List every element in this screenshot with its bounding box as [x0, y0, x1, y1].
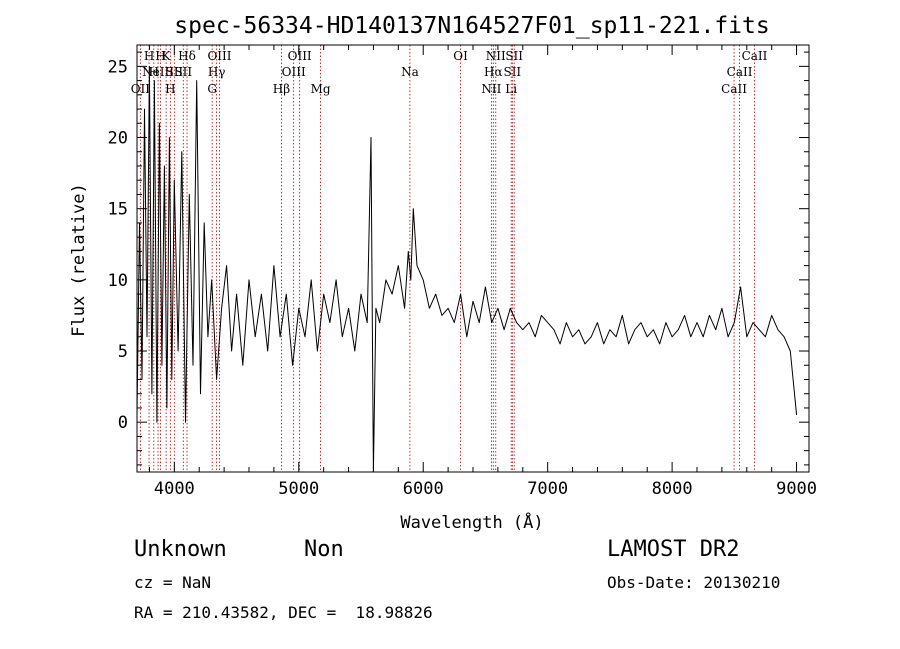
line-label-0: OII	[131, 82, 151, 96]
line-label-2: H	[149, 65, 159, 79]
line-label-12: OIII	[207, 49, 231, 63]
x-tick-label-7000: 7000	[527, 479, 568, 499]
line-label-25: CaII	[721, 82, 747, 96]
line-label-3: NeIII	[142, 65, 174, 79]
line-label-21: NII	[486, 49, 506, 63]
spectral-line-markers: OIIHHNeIIIHKHSIIHδSIIGHγOIIIHβOIIIOIIIMg…	[131, 45, 768, 472]
line-label-1: H	[144, 49, 154, 63]
survey-name: LAMOST DR2	[607, 537, 740, 562]
line-label-16: Mg	[311, 82, 331, 96]
observation-date: Obs-Date: 20130210	[607, 573, 781, 592]
y-tick-label-0: 0	[118, 413, 128, 433]
x-tick-label-9000: 9000	[776, 479, 817, 499]
line-label-14: OIII	[282, 65, 306, 79]
line-label-5: K	[162, 49, 172, 63]
line-label-22: Li	[505, 82, 517, 96]
object-subclass: Non	[304, 537, 344, 562]
object-class: Unknown	[134, 537, 227, 562]
line-label-7: SII	[165, 65, 183, 79]
line-label-19: NII	[481, 82, 501, 96]
line-label-6: H	[165, 82, 175, 96]
y-tick-label-10: 10	[108, 271, 128, 291]
ra-dec-coordinates: RA = 210.43582, DEC = 18.98826	[134, 603, 433, 622]
y-tick-label-5: 5	[118, 342, 128, 362]
line-label-23: SII	[503, 65, 521, 79]
plot-frame	[136, 44, 810, 473]
line-label-15: OIII	[288, 49, 312, 63]
series-layer	[136, 65, 798, 473]
line-label-4: H	[155, 49, 165, 63]
chart-title: spec-56334-HD140137N164527F01_sp11-221.f…	[174, 13, 769, 39]
x-tick-label-8000: 8000	[652, 479, 693, 499]
y-axis-label: Flux (relative)	[69, 183, 89, 337]
redshift-cz: cz = NaN	[134, 573, 212, 592]
line-label-24: SII	[505, 49, 523, 63]
line-label-10: G	[207, 82, 217, 96]
x-tick-label-6000: 6000	[403, 479, 444, 499]
spectrum-line-0	[136, 65, 798, 473]
line-label-13: Hβ	[273, 82, 290, 96]
x-axis-label: Wavelength (Å)	[400, 511, 543, 533]
y-tick-label-25: 25	[108, 57, 128, 77]
x-tick-label-4000: 4000	[154, 479, 195, 499]
line-label-20: Hα	[484, 65, 503, 79]
line-label-18: OI	[453, 49, 468, 63]
line-label-11: Hγ	[208, 65, 226, 79]
line-label-8: Hδ	[178, 49, 196, 63]
axis-ticks: 4000 5000 6000 7000 8000 9000 0 5 10 15 20 25	[108, 45, 817, 499]
y-tick-label-15: 15	[108, 200, 128, 220]
line-label-17: Na	[401, 65, 419, 79]
y-tick-label-20: 20	[108, 129, 128, 149]
x-tick-label-5000: 5000	[278, 479, 319, 499]
line-label-27: CaII	[742, 49, 768, 63]
line-label-26: CaII	[727, 65, 753, 79]
line-label-9: SII	[174, 65, 192, 79]
